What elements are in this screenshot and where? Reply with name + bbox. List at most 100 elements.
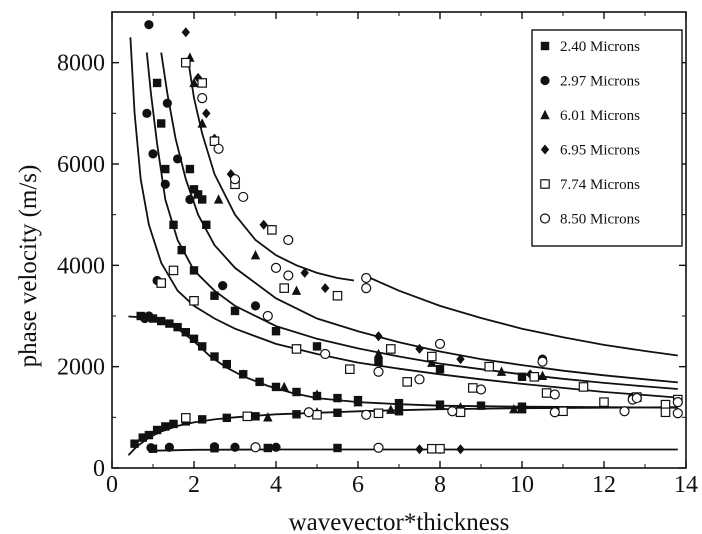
data-point-filled-square	[161, 422, 170, 431]
data-point-open-square	[468, 383, 478, 393]
data-point-open-square	[242, 411, 253, 422]
data-point-open-circle	[238, 191, 249, 203]
data-point-open-circle	[197, 93, 208, 104]
data-point-filled-diamond	[456, 354, 465, 365]
legend-marker-open-circle	[539, 213, 551, 224]
data-point-filled-circle	[185, 194, 195, 205]
data-point-filled-square	[333, 443, 342, 453]
data-point-open-square	[189, 296, 199, 306]
data-point-filled-square	[251, 412, 260, 421]
data-point-filled-triangle	[213, 194, 224, 204]
data-point-filled-square	[202, 220, 211, 229]
data-point-open-circle	[672, 397, 683, 408]
data-point-filled-square	[148, 314, 158, 323]
data-point-filled-triangle	[394, 400, 404, 411]
x-tick-label: 6	[352, 472, 364, 498]
y-tick-label: 8000	[57, 51, 105, 77]
data-point-filled-circle	[144, 20, 154, 30]
data-point-filled-circle	[140, 313, 150, 324]
legend-marker-open-square	[540, 179, 550, 189]
data-point-open-square	[386, 344, 396, 354]
data-point-filled-circle	[160, 179, 170, 189]
data-point-filled-triangle	[238, 369, 248, 379]
data-point-filled-square	[222, 359, 231, 369]
legend-entry-label: 6.01 Microns	[560, 108, 640, 124]
data-point-open-circle	[475, 384, 487, 395]
data-point-filled-diamond	[456, 444, 465, 455]
data-point-open-square	[455, 407, 466, 418]
data-point-filled-square	[161, 164, 170, 174]
data-point-filled-diamond	[202, 108, 211, 119]
data-point-open-circle	[373, 366, 384, 377]
legend-marker-filled-triangle	[540, 109, 550, 120]
x-tick-label: 14	[674, 472, 698, 498]
data-point-filled-square	[157, 119, 166, 128]
data-point-filled-triangle	[373, 348, 384, 359]
data-point-filled-circle	[230, 442, 240, 452]
data-point-filled-square	[198, 415, 207, 424]
y-tick-label: 2000	[57, 355, 105, 381]
data-point-open-circle	[262, 310, 273, 322]
data-point-filled-square	[517, 372, 527, 381]
data-point-open-square	[181, 57, 191, 68]
x-tick-label: 0	[106, 472, 118, 498]
legend-entry-label: 7.74 Microns	[560, 177, 640, 193]
data-point-filled-square	[165, 319, 174, 328]
data-point-open-circle	[373, 442, 384, 453]
data-point-open-square	[402, 377, 412, 387]
data-point-open-circle	[283, 270, 294, 281]
data-point-filled-square	[138, 433, 147, 442]
data-point-open-square	[427, 443, 437, 454]
x-axis: 0 2 4 6 8 10 12 14	[106, 12, 698, 498]
data-point-filled-square	[181, 328, 190, 337]
data-point-filled-triangle	[250, 250, 261, 260]
data-point-filled-square	[169, 220, 178, 229]
legend-marker-filled-diamond	[540, 144, 550, 155]
data-point-filled-square	[292, 410, 301, 419]
data-point-open-circle	[320, 348, 331, 360]
data-point-filled-triangle	[291, 285, 302, 295]
data-point-filled-square	[271, 382, 281, 392]
data-point-filled-square	[230, 306, 240, 316]
data-point-filled-circle	[209, 442, 220, 452]
data-point-open-circle	[672, 408, 683, 419]
data-point-open-square	[435, 443, 445, 454]
data-point-filled-triangle	[312, 389, 322, 399]
data-point-open-circle	[361, 409, 372, 420]
data-point-filled-square	[222, 413, 231, 423]
y-axis-label: phase velocity (m/s)	[15, 165, 42, 368]
data-point-filled-square	[255, 377, 264, 387]
data-point-open-square	[541, 388, 552, 398]
data-point-open-square	[267, 225, 277, 235]
data-point-filled-square	[193, 190, 203, 199]
data-point-open-square	[168, 265, 179, 276]
data-point-filled-square	[157, 316, 166, 326]
data-point-filled-square	[130, 439, 139, 448]
y-tick-label: 4000	[57, 253, 105, 279]
data-point-filled-square	[271, 327, 281, 336]
data-point-open-circle	[447, 406, 458, 417]
data-point-filled-diamond	[181, 27, 190, 38]
data-point-open-square	[660, 407, 671, 418]
legend-entry-label: 2.40 Microns	[560, 39, 640, 55]
data-point-filled-circle	[162, 98, 172, 108]
data-point-open-circle	[434, 338, 446, 349]
data-point-open-circle	[283, 234, 294, 246]
data-point-filled-circle	[164, 442, 174, 452]
data-point-open-square	[156, 278, 166, 288]
data-point-open-square	[345, 364, 355, 374]
fit-curve	[160, 52, 678, 384]
x-tick-label: 12	[592, 472, 616, 498]
data-point-filled-square	[185, 164, 195, 174]
data-point-open-circle	[619, 406, 630, 417]
data-point-filled-diamond	[300, 267, 309, 278]
data-point-filled-triangle	[386, 404, 396, 414]
data-point-open-square	[209, 136, 220, 146]
data-point-filled-circle	[173, 154, 183, 164]
data-point-filled-square	[173, 322, 182, 332]
data-point-filled-square	[152, 425, 162, 435]
data-point-filled-square	[394, 407, 404, 416]
data-point-filled-square	[476, 401, 486, 410]
x-tick-label: 8	[434, 472, 446, 498]
